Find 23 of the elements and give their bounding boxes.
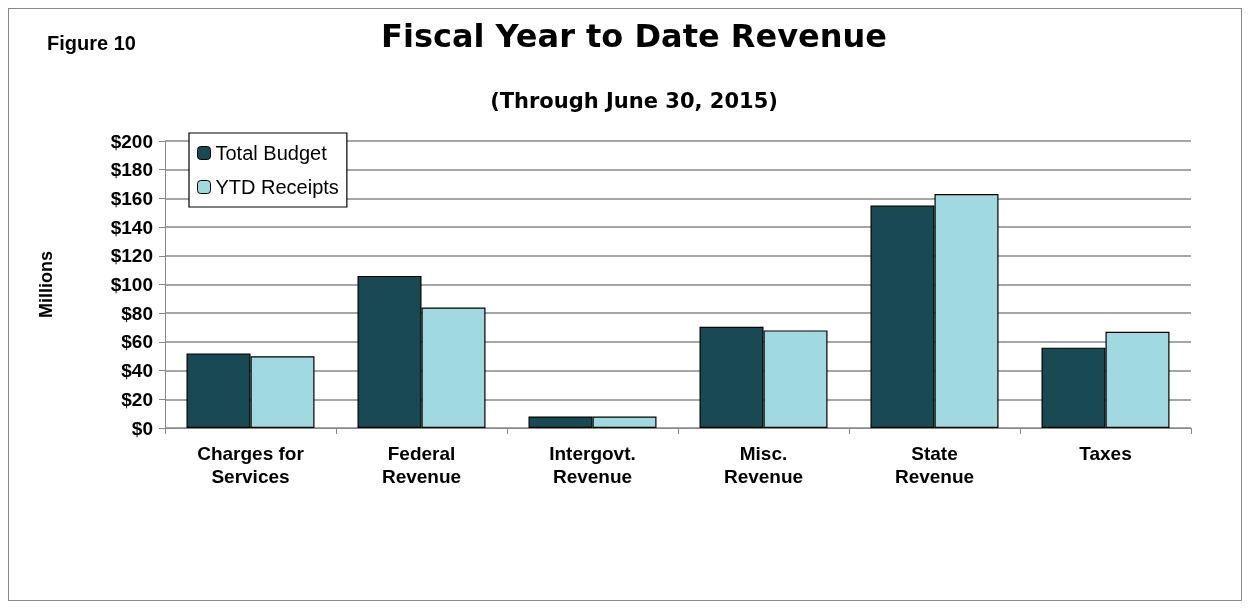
y-tick-label: $200 <box>110 130 153 152</box>
y-tick-label: $80 <box>121 302 153 324</box>
chart-subtitle: (Through June 30, 2015) <box>490 88 778 113</box>
chart-title: Fiscal Year to Date Revenue <box>381 17 887 55</box>
y-tick-label: $100 <box>110 274 153 295</box>
y-tick-label: $180 <box>110 159 153 181</box>
x-tick-label: Taxes <box>1079 443 1132 464</box>
x-tick-label: State Revenue <box>894 443 975 487</box>
y-tick-label: $20 <box>121 388 153 410</box>
legend-label: Total Budget <box>215 142 328 164</box>
x-tick-label: Intergovt. Revenue <box>549 443 636 487</box>
y-tick-label: $120 <box>110 245 153 267</box>
y-tick-label: $60 <box>121 331 153 353</box>
y-axis-title: Millions <box>36 251 56 318</box>
y-tick-label: $40 <box>121 360 153 382</box>
x-tick-label: Charges for Services <box>197 443 305 487</box>
y-tick-label: $140 <box>110 216 153 238</box>
caption: Figure 10 <box>47 32 136 54</box>
y-tick-label: $160 <box>110 187 153 209</box>
x-tick-label: Misc. Revenue <box>723 443 804 487</box>
x-tick-label: Federal Revenue <box>381 443 462 487</box>
y-tick-label: $0 <box>131 417 153 439</box>
legend-label: YTD Receipts <box>215 176 339 198</box>
